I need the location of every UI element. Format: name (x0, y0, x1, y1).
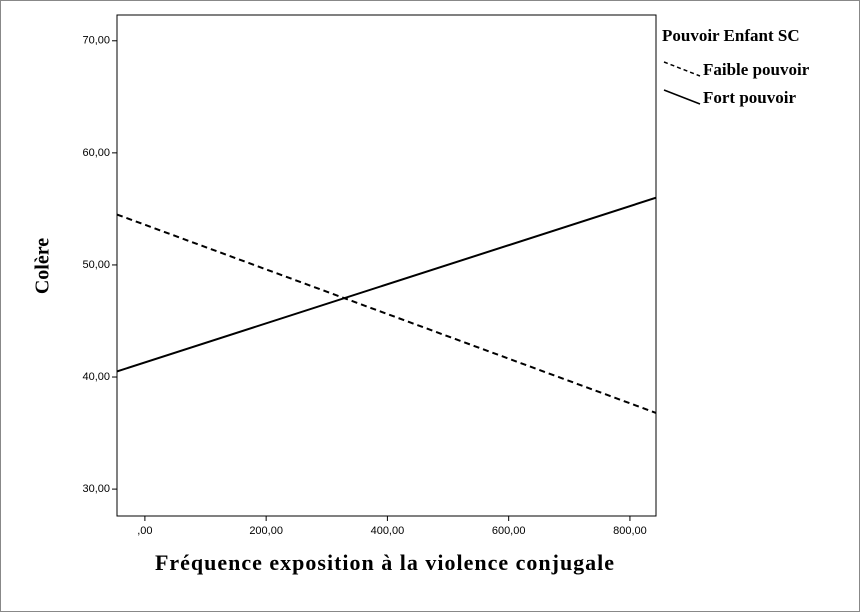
series-line (117, 196, 656, 373)
legend-label: Faible pouvoir (703, 60, 810, 79)
y-axis-label: Colère (32, 238, 54, 294)
y-tick-label: 40,00 (82, 371, 110, 383)
y-tick-label: 30,00 (82, 483, 110, 495)
y-tick-label: 60,00 (82, 147, 110, 159)
legend-label: Fort pouvoir (703, 88, 796, 107)
x-tick-label: 200,00 (249, 525, 283, 537)
series-line (117, 213, 656, 414)
x-tick-label: ,00 (137, 525, 152, 537)
legend-title: Pouvoir Enfant SC (662, 26, 800, 45)
legend-swatch (663, 61, 701, 77)
plot-border (116, 14, 657, 517)
x-tick-label: 600,00 (492, 525, 526, 537)
y-tick-label: 70,00 (82, 35, 110, 47)
x-tick-label: 800,00 (613, 525, 647, 537)
y-tick-label: 50,00 (82, 259, 110, 271)
x-tick-label: 400,00 (371, 525, 405, 537)
legend-swatch (663, 89, 701, 105)
x-axis-label: Fréquence exposition à la violence conju… (154, 550, 616, 575)
